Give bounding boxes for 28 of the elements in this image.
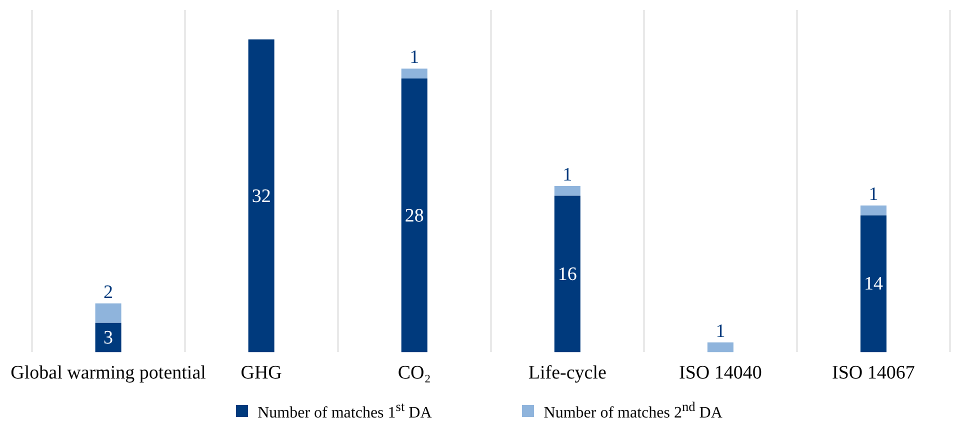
data-label: 1	[562, 164, 572, 186]
data-label: 1	[716, 320, 726, 342]
bar	[554, 186, 580, 196]
x-tick-label: Life-cycle	[528, 362, 606, 384]
bar	[95, 322, 122, 352]
data-label: 14	[864, 274, 884, 295]
bar	[401, 78, 428, 352]
x-tick-label: GHG	[240, 362, 282, 384]
x-tick-label: ISO 14067	[832, 362, 915, 384]
x-tick-label: ISO 14040	[679, 362, 762, 384]
bar	[860, 215, 886, 352]
x-tick-label: Global warming potential	[10, 362, 206, 384]
legend-label: Number of matches 2$^{nd}$ DA	[544, 399, 722, 422]
bar	[248, 39, 274, 352]
data-label: 2	[104, 282, 114, 303]
x-tick-label: CO₂	[398, 362, 431, 384]
bar	[401, 68, 428, 78]
data-label: 16	[558, 264, 577, 285]
bar	[95, 303, 122, 323]
bar	[707, 342, 734, 352]
data-label: 32	[252, 186, 271, 207]
data-label: 28	[404, 205, 424, 226]
data-label: 1	[410, 47, 420, 68]
bar	[554, 196, 580, 352]
data-label: 3	[104, 328, 114, 349]
legend-label: Number of matches 1$^{st}$ DA	[258, 399, 432, 422]
bar	[860, 206, 886, 216]
data-label: 1	[868, 184, 878, 206]
